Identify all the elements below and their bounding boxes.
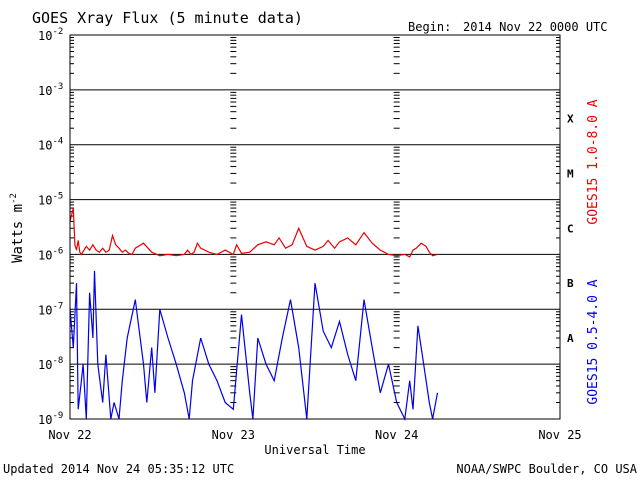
svg-text:10-8: 10-8	[38, 356, 63, 372]
y-tick-label: 10-6	[38, 246, 63, 262]
svg-text:10-5: 10-5	[38, 192, 63, 208]
svg-text:10-6: 10-6	[38, 246, 63, 262]
y-tick-label: 10-4	[38, 137, 63, 153]
flare-class-x: X	[567, 113, 574, 126]
chart-title: GOES Xray Flux (5 minute data)	[32, 9, 303, 27]
legend-long-channel: GOES15 1.0-8.0 A	[586, 99, 601, 224]
y-tick-label: 10-8	[38, 356, 63, 372]
series-long-line	[69, 207, 438, 258]
plot-frame	[69, 34, 561, 420]
y-tick-label: 10-3	[38, 82, 63, 98]
flare-class-b: B	[567, 277, 574, 290]
x-tick-label: Nov 23	[212, 428, 255, 442]
x-tick-label: Nov 22	[48, 428, 91, 442]
x-axis-label: Universal Time	[264, 443, 365, 457]
plot-grid	[70, 37, 560, 403]
y-tick-label: 10-2	[38, 27, 63, 43]
y-tick-labels: 10-2 10-3 10-4 10-5 10-6 10-7 10-8 10-9	[38, 27, 63, 427]
plot-series	[69, 207, 439, 422]
flare-class-labels: X M C B A	[567, 113, 574, 345]
svg-text:10-2: 10-2	[38, 27, 63, 43]
x-tick-labels: Nov 22 Nov 23 Nov 24 Nov 25	[48, 428, 581, 442]
y-tick-label: 10-5	[38, 192, 63, 208]
svg-text:10-9: 10-9	[38, 411, 63, 427]
svg-text:10-7: 10-7	[38, 301, 63, 317]
begin-value: 2014 Nov 22 0000 UTC	[463, 20, 608, 34]
y-tick-label: 10-7	[38, 301, 63, 317]
begin-label: Begin:	[408, 20, 451, 34]
x-tick-label: Nov 25	[538, 428, 581, 442]
svg-text:10-4: 10-4	[38, 137, 63, 153]
y-tick-label: 10-9	[38, 411, 63, 427]
y-axis-label: Watts m-2	[9, 193, 26, 263]
credit-label: NOAA/SWPC Boulder, CO USA	[456, 462, 637, 476]
flare-class-a: A	[567, 332, 574, 345]
flare-class-c: C	[567, 222, 574, 235]
x-tick-label: Nov 24	[375, 428, 418, 442]
flare-class-m: M	[567, 167, 574, 180]
series-short-line	[69, 270, 439, 422]
legend-short-channel: GOES15 0.5-4.0 A	[586, 279, 601, 404]
updated-timestamp: Updated 2014 Nov 24 05:35:12 UTC	[3, 462, 234, 476]
svg-text:10-3: 10-3	[38, 82, 63, 98]
